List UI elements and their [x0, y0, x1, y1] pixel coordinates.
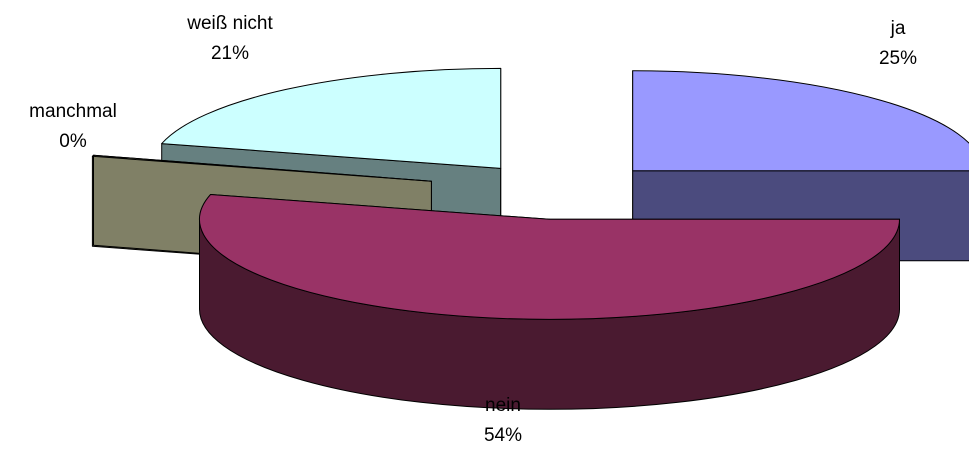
- data-label-nein-percent: 54%: [483, 425, 523, 446]
- data-label-manchmal-percent: 0%: [59, 131, 87, 152]
- slice-nein-top: [199, 194, 900, 320]
- data-label-weiss-nicht: weiß nicht 21%: [160, 9, 300, 69]
- data-label-ja: ja 25%: [858, 14, 938, 74]
- data-label-ja-name: ja: [890, 18, 906, 39]
- data-label-manchmal-name: manchmal: [29, 101, 117, 122]
- slice-ja-top: [632, 70, 969, 172]
- data-label-nein: nein 54%: [463, 391, 543, 451]
- data-label-weiss-nicht-percent: 21%: [210, 43, 250, 64]
- slice-weiss-nicht-top: [161, 67, 502, 169]
- slice-manchmal-top: [91, 154, 432, 182]
- data-label-nein-name: nein: [485, 395, 521, 416]
- data-label-manchmal: manchmal 0%: [3, 97, 143, 157]
- data-label-weiss-nicht-name: weiß nicht: [187, 13, 273, 34]
- data-label-ja-percent: 25%: [878, 48, 918, 69]
